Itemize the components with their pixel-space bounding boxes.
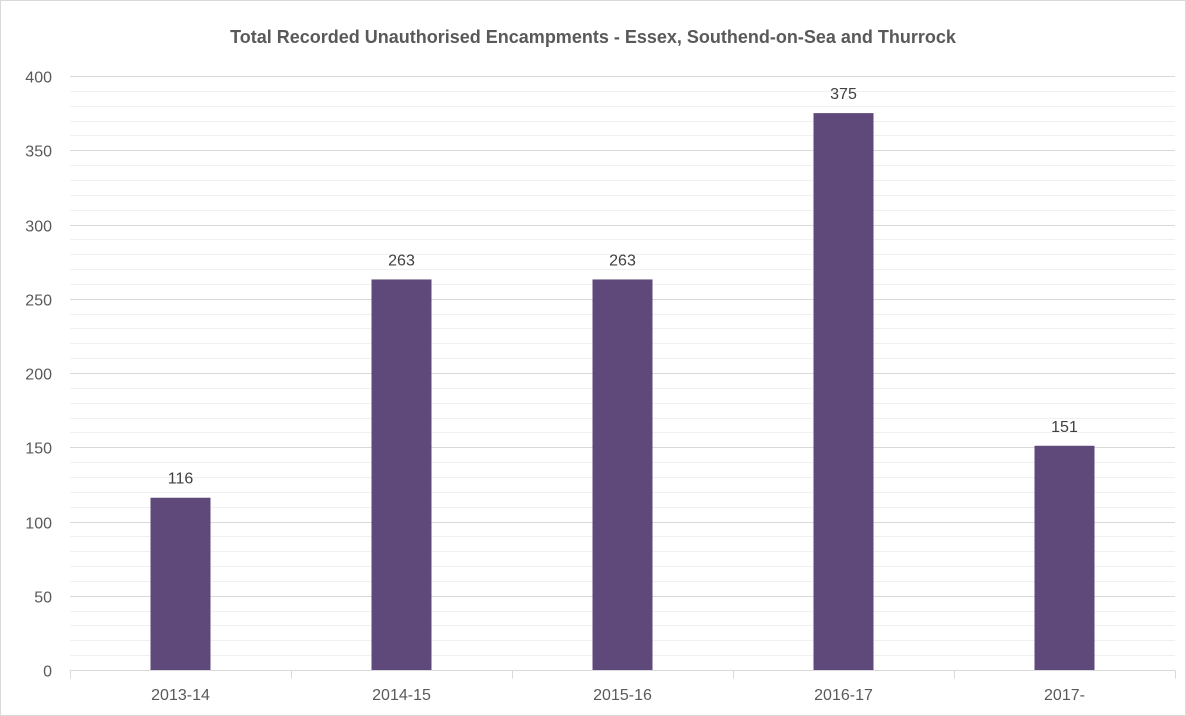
x-axis: 2013-14 2014-15 2015-16 2016-17 2017- (70, 670, 1176, 704)
data-label: 263 (609, 252, 636, 269)
y-tick-label: 250 (25, 293, 52, 310)
y-tick-label: 200 (25, 367, 52, 384)
x-tick-label: 2017- (1044, 687, 1085, 704)
y-axis: 0 50 100 150 200 250 300 350 400 (25, 70, 52, 681)
data-label: 151 (1051, 419, 1078, 436)
y-tick-label: 400 (25, 70, 52, 87)
chart-title: Total Recorded Unauthorised Encampments … (230, 27, 956, 47)
bar-2017- (1034, 445, 1095, 670)
data-label: 263 (388, 252, 415, 269)
y-tick-label: 350 (25, 144, 52, 161)
bar-2013-14 (150, 497, 211, 670)
data-label: 116 (168, 471, 194, 488)
x-tick-label: 2014-15 (372, 687, 431, 704)
data-label: 375 (830, 86, 857, 103)
y-tick-label: 100 (25, 516, 52, 533)
bar-2016-17 (813, 113, 874, 670)
bar-2014-15 (371, 279, 432, 670)
bars (150, 113, 1095, 670)
bar-2015-16 (592, 279, 653, 670)
y-tick-label: 50 (34, 590, 52, 607)
y-tick-label: 0 (43, 664, 52, 681)
y-tick-label: 300 (25, 219, 52, 236)
x-tick-label: 2016-17 (814, 687, 873, 704)
x-tick-label: 2015-16 (593, 687, 652, 704)
data-labels: 116 263 263 375 151 (168, 86, 1078, 488)
x-tick-label: 2013-14 (151, 687, 210, 704)
y-tick-label: 150 (25, 441, 52, 458)
